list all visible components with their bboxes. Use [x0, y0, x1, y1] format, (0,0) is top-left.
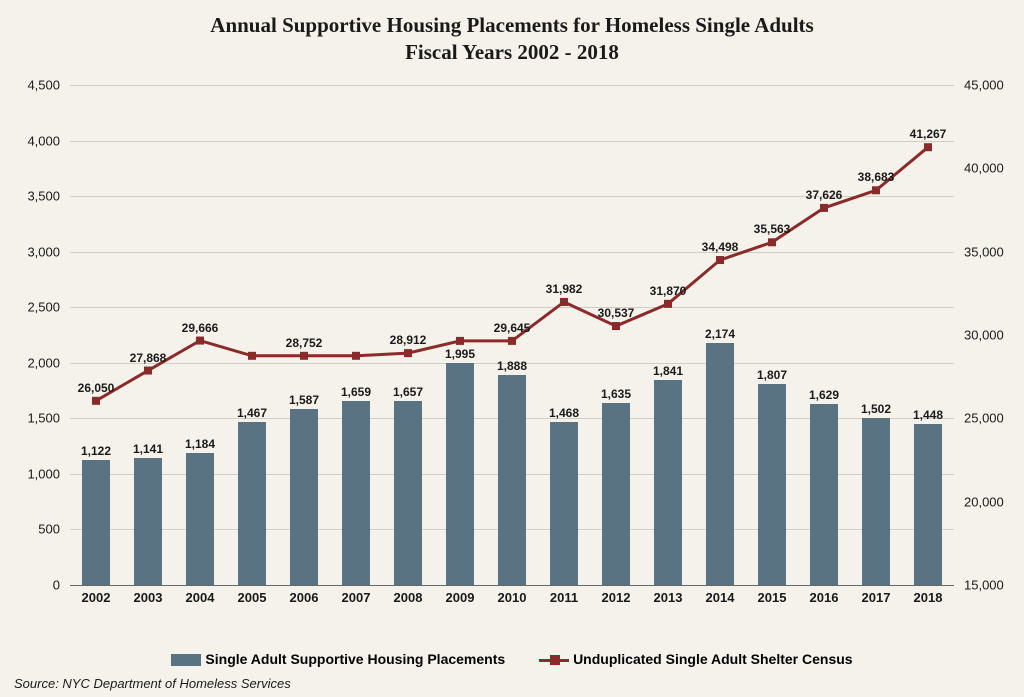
x-tick-label: 2018	[914, 590, 943, 605]
line-value-label: 41,267	[910, 127, 947, 141]
y-right-tick-label: 45,000	[964, 78, 1004, 93]
y-left-tick-label: 2,000	[27, 355, 60, 370]
x-axis	[70, 585, 954, 586]
legend-swatch-bars	[171, 654, 201, 666]
x-tick-label: 2009	[446, 590, 475, 605]
legend-label-line: Unduplicated Single Adult Shelter Census	[573, 651, 853, 667]
x-tick-label: 2011	[550, 590, 578, 605]
title-line-1: Annual Supportive Housing Placements for…	[0, 12, 1024, 39]
y-left-tick-label: 3,500	[27, 189, 60, 204]
line-value-label: 28,752	[286, 336, 323, 350]
line-value-label: 35,563	[754, 222, 791, 236]
y-right-tick-label: 40,000	[964, 161, 1004, 176]
y-left-tick-label: 4,500	[27, 78, 60, 93]
line-value-label: 31,982	[546, 282, 583, 296]
line-value-label: 38,683	[858, 170, 895, 184]
line-value-label: 34,498	[702, 240, 739, 254]
x-tick-label: 2016	[810, 590, 839, 605]
y-left-tick-label: 3,000	[27, 244, 60, 259]
y-right-tick-label: 30,000	[964, 328, 1004, 343]
x-tick-label: 2010	[498, 590, 527, 605]
x-tick-label: 2005	[238, 590, 267, 605]
plot-area: 05001,0001,5002,0002,5003,0003,5004,0004…	[70, 85, 954, 585]
title-line-2: Fiscal Years 2002 - 2018	[0, 39, 1024, 66]
x-tick-label: 2013	[654, 590, 683, 605]
line-value-label: 28,912	[390, 333, 427, 347]
x-tick-label: 2003	[134, 590, 163, 605]
legend-label-bars: Single Adult Supportive Housing Placemen…	[205, 651, 505, 667]
x-tick-label: 2008	[394, 590, 423, 605]
x-tick-label: 2007	[342, 590, 371, 605]
line-value-label: 30,537	[598, 306, 635, 320]
y-right-tick-label: 15,000	[964, 578, 1004, 593]
legend-swatch-line	[539, 659, 569, 662]
y-left-tick-label: 0	[53, 578, 60, 593]
legend: Single Adult Supportive Housing Placemen…	[0, 650, 1024, 667]
x-tick-label: 2017	[862, 590, 891, 605]
y-left-tick-label: 1,500	[27, 411, 60, 426]
legend-item-line: Unduplicated Single Adult Shelter Census	[539, 651, 853, 667]
chart-container: Annual Supportive Housing Placements for…	[0, 0, 1024, 697]
x-tick-label: 2002	[82, 590, 111, 605]
y-right-tick-label: 25,000	[964, 411, 1004, 426]
line-value-label: 29,645	[494, 321, 531, 335]
line-series	[70, 85, 954, 585]
x-tick-label: 2014	[706, 590, 735, 605]
y-right-tick-label: 35,000	[964, 244, 1004, 259]
line-value-label: 31,870	[650, 284, 687, 298]
line-value-label: 27,868	[130, 351, 167, 365]
source-text: Source: NYC Department of Homeless Servi…	[14, 676, 291, 691]
x-tick-label: 2012	[602, 590, 631, 605]
chart-title: Annual Supportive Housing Placements for…	[0, 0, 1024, 67]
x-tick-label: 2015	[758, 590, 787, 605]
y-left-tick-label: 1,000	[27, 466, 60, 481]
y-left-tick-label: 4,000	[27, 133, 60, 148]
line-value-label: 37,626	[806, 188, 843, 202]
line-value-label: 29,666	[182, 321, 219, 335]
y-right-tick-label: 20,000	[964, 494, 1004, 509]
x-tick-label: 2006	[290, 590, 319, 605]
legend-item-bars: Single Adult Supportive Housing Placemen…	[171, 651, 505, 667]
y-left-tick-label: 500	[38, 522, 60, 537]
line-value-label: 26,050	[78, 381, 115, 395]
x-tick-label: 2004	[186, 590, 215, 605]
y-left-tick-label: 2,500	[27, 300, 60, 315]
